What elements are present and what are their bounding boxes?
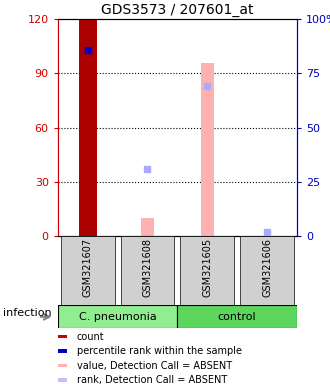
Text: GSM321607: GSM321607: [82, 238, 93, 297]
Bar: [120, 236, 174, 305]
Bar: [58, 364, 67, 367]
Text: rank, Detection Call = ABSENT: rank, Detection Call = ABSENT: [77, 375, 227, 384]
Text: count: count: [77, 332, 105, 342]
Bar: [58, 335, 67, 338]
Text: GSM321608: GSM321608: [143, 238, 152, 297]
Bar: [141, 218, 154, 236]
Bar: [61, 236, 115, 305]
Text: control: control: [218, 312, 256, 322]
Text: GSM321606: GSM321606: [262, 238, 272, 297]
Bar: [58, 349, 67, 353]
Text: infection: infection: [3, 308, 52, 318]
Bar: [79, 19, 97, 236]
Bar: [240, 236, 294, 305]
Bar: [58, 305, 177, 328]
Text: percentile rank within the sample: percentile rank within the sample: [77, 346, 242, 356]
Text: C. pneumonia: C. pneumonia: [79, 312, 156, 322]
Text: GSM321605: GSM321605: [202, 238, 212, 297]
Bar: [177, 305, 297, 328]
Bar: [181, 236, 234, 305]
Bar: [58, 378, 67, 382]
Title: GDS3573 / 207601_at: GDS3573 / 207601_at: [101, 3, 254, 17]
Bar: [201, 63, 214, 236]
Text: value, Detection Call = ABSENT: value, Detection Call = ABSENT: [77, 361, 232, 371]
